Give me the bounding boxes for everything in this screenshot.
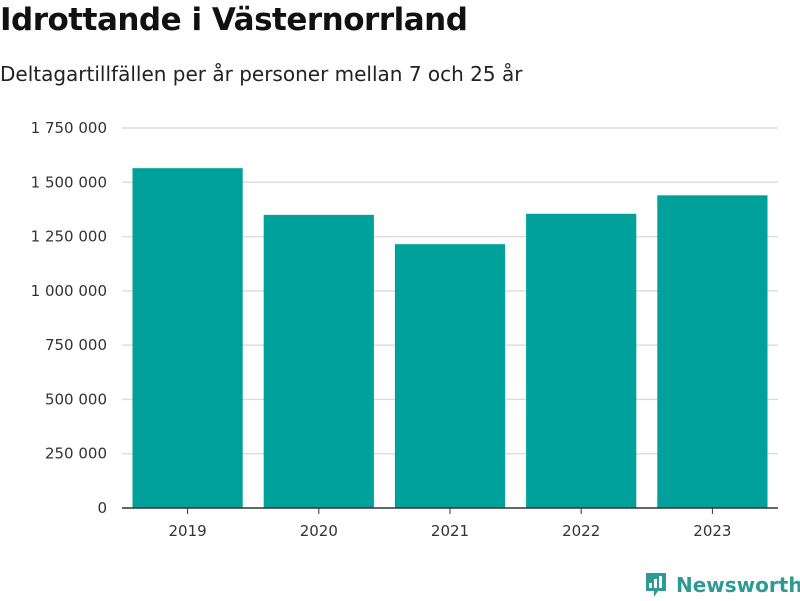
x-tick-label: 2020 bbox=[300, 522, 338, 540]
brand-logo: Newsworthy bbox=[644, 569, 800, 601]
y-tick-label: 0 bbox=[97, 499, 107, 517]
y-tick-label: 1 500 000 bbox=[31, 173, 107, 191]
chart-subtitle: Deltagartillfällen per år personer mella… bbox=[0, 62, 523, 86]
bar-2020 bbox=[263, 214, 374, 508]
x-tick-label: 2019 bbox=[169, 522, 207, 540]
bars bbox=[132, 168, 768, 509]
brand-name: Newsworthy bbox=[676, 573, 800, 597]
y-tick-label: 500 000 bbox=[45, 390, 107, 408]
x-axis: 2019 2020 2021 2022 2023 bbox=[122, 507, 778, 540]
x-tick-label: 2023 bbox=[693, 522, 731, 540]
bar-chart: 0 250 000 500 000 750 000 1 000 000 1 250 000… bbox=[31, 119, 778, 540]
y-axis-ticks: 0 250 000 500 000 750 000 1 000 000 1 250 000… bbox=[31, 119, 107, 517]
bar-2022 bbox=[526, 213, 637, 508]
x-tick-label: 2021 bbox=[431, 522, 469, 540]
bar-2023 bbox=[657, 195, 768, 509]
y-tick-label: 1 250 000 bbox=[31, 228, 107, 246]
chart-title: Idrottande i Västernorrland bbox=[0, 2, 468, 38]
y-tick-label: 750 000 bbox=[45, 336, 107, 354]
y-tick-label: 1 000 000 bbox=[31, 282, 107, 300]
y-tick-label: 1 750 000 bbox=[31, 119, 107, 137]
bar-2019 bbox=[132, 168, 243, 508]
x-tick-label: 2022 bbox=[562, 522, 600, 540]
y-tick-label: 250 000 bbox=[45, 445, 107, 463]
bar-2021 bbox=[394, 244, 506, 508]
newsworthy-logo-icon bbox=[646, 573, 666, 597]
